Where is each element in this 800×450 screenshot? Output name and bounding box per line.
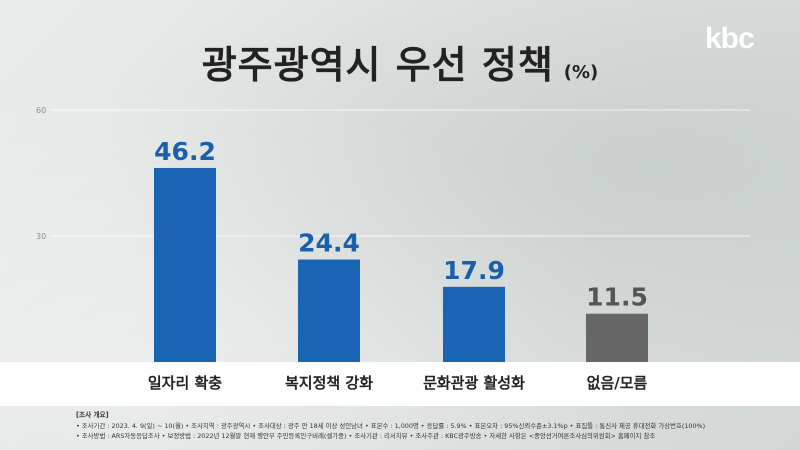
y-tick-label: 30 xyxy=(36,232,46,241)
chart-unit: (%) xyxy=(563,62,599,83)
bar-3 xyxy=(443,286,505,362)
value-label-2: 24.4 xyxy=(298,229,360,258)
y-tick-label: 60 xyxy=(36,106,46,115)
survey-overview: [조사 개요] • 조사기간 : 2023. 4. 9(일) ~ 10(월) •… xyxy=(0,406,800,450)
survey-overview-line-2: • 조사방법 : ARS자동응답조사 • 보정방법 : 2022년 12월말 현… xyxy=(76,432,656,440)
kbc-logo: kbc xyxy=(705,22,755,55)
bar-1 xyxy=(154,167,216,362)
value-label-4: 11.5 xyxy=(586,283,648,312)
bar-4 xyxy=(586,313,648,362)
category-strip: 일자리 확충 복지정책 강화 문화관광 활성화 없음/모름 xyxy=(0,362,800,406)
bar-chart: 30 60 46.2 24.4 17.9 11.5 xyxy=(36,106,648,362)
category-label-1: 일자리 확충 xyxy=(147,374,223,392)
chart-title-row: 광주광역시 우선 정책 (%) xyxy=(0,34,800,89)
survey-overview-heading: [조사 개요] xyxy=(76,411,109,419)
survey-overview-line-1: • 조사기간 : 2023. 4. 9(일) ~ 10(월) • 조사지역 : … xyxy=(76,422,706,430)
category-label-3: 문화관광 활성화 xyxy=(423,374,525,392)
value-label-1: 46.2 xyxy=(154,137,216,166)
bar-2 xyxy=(298,259,360,362)
value-label-3: 17.9 xyxy=(443,256,505,285)
category-label-2: 복지정책 강화 xyxy=(284,374,374,392)
category-label-4: 없음/모름 xyxy=(586,374,648,392)
chart-title: 광주광역시 우선 정책 xyxy=(201,43,554,87)
